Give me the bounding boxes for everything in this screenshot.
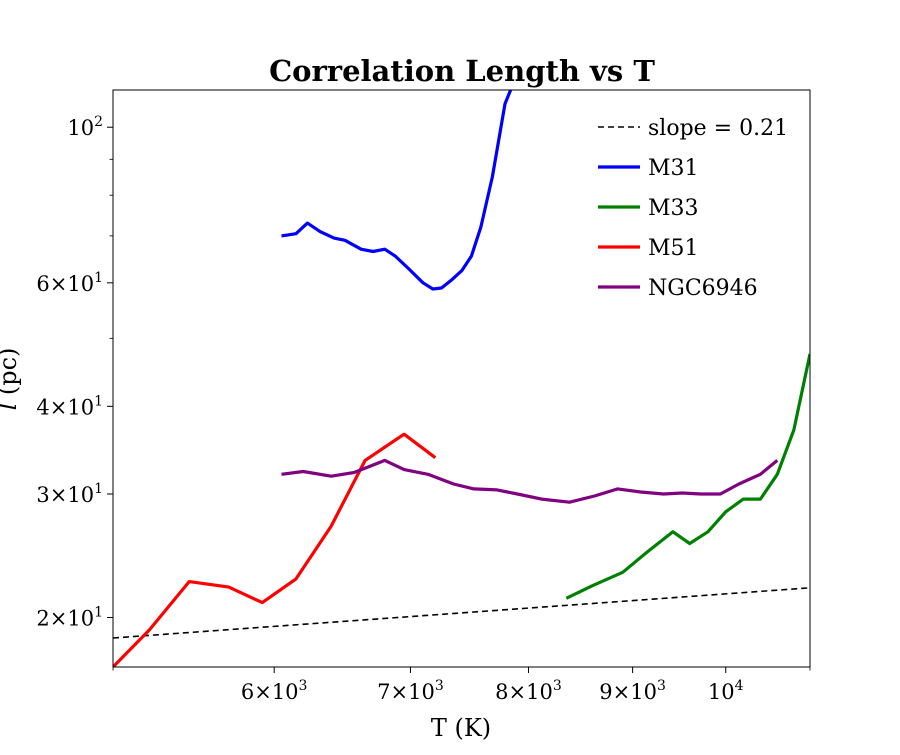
y-tick-label: 6×101 [36,270,103,296]
series-line-ngc6946 [281,458,779,504]
chart-title: Correlation Length vs T [269,54,655,88]
legend-label-m31: M31 [648,156,699,181]
y-tick-label: 102 [67,114,103,140]
y-tick-label: 2×101 [36,604,103,630]
legend: slope = 0.21 M31 M33 M51 NGC6946 [598,116,788,301]
y-axis-label: l (pc) [0,348,22,411]
series-line-m31 [281,90,513,291]
legend-label-slope-0-21: slope = 0.21 [648,116,788,141]
series-line-m51 [113,432,437,667]
legend-label-ngc6946: NGC6946 [648,276,758,301]
y-tick-label: 3×101 [36,481,103,507]
x-axis-label: T (K) [431,714,491,742]
x-tick-label: 8×103 [495,678,562,704]
y-axis-label-symbol: l [0,403,22,411]
y-tick-label: 4×101 [36,393,103,419]
series-layer [113,90,810,667]
x-tick-label: 6×103 [241,678,308,704]
legend-label-m33: M33 [648,196,699,221]
x-axis-ticks: 6×103 7×103 8×103 9×103 104 [112,667,811,704]
x-tick-label: 9×103 [599,678,666,704]
plot-frame [112,89,811,668]
legend-label-m51: M51 [648,236,699,261]
y-axis-ticks: 2×101 3×101 4×101 6×101 102 [36,114,113,630]
x-tick-label: 104 [708,678,744,704]
series-line-slope-0-21 [113,587,810,639]
x-tick-label: 7×103 [377,678,444,704]
series-line-m33 [565,353,810,600]
y-axis-label-unit: (pc) [0,348,22,403]
